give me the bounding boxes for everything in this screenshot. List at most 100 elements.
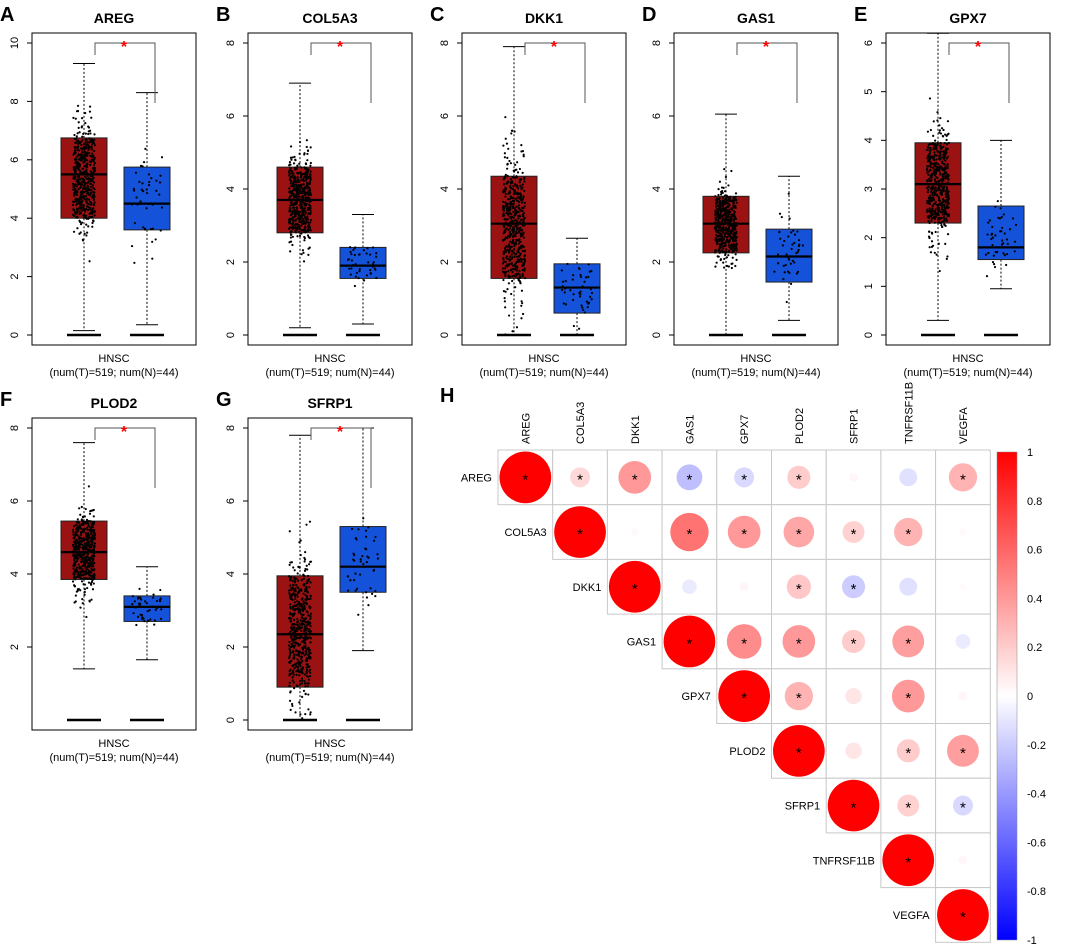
data-point — [361, 554, 364, 558]
data-point — [303, 556, 306, 560]
data-point — [517, 260, 520, 263]
data-point — [504, 230, 507, 234]
y-tick-label: 6 — [439, 113, 451, 119]
data-point — [85, 146, 88, 149]
data-point — [88, 198, 91, 201]
data-point — [142, 161, 146, 164]
data-point — [290, 576, 293, 579]
data-point — [933, 142, 936, 145]
data-point — [716, 201, 719, 204]
data-point — [299, 619, 302, 622]
data-point — [788, 271, 791, 274]
data-point — [296, 665, 300, 669]
data-point — [942, 215, 945, 219]
data-point — [935, 203, 938, 206]
data-point — [508, 248, 511, 251]
data-point — [302, 577, 305, 580]
data-point — [89, 215, 92, 218]
data-point — [289, 182, 292, 185]
data-point — [304, 567, 307, 571]
y-tick-label: 0 — [9, 332, 21, 338]
data-point — [722, 247, 725, 250]
data-point — [154, 608, 157, 611]
data-point — [729, 216, 732, 219]
data-point — [504, 333, 507, 336]
data-point — [520, 317, 523, 320]
data-point — [714, 218, 717, 222]
data-point — [77, 126, 80, 129]
data-point — [145, 602, 149, 605]
data-point — [517, 214, 520, 218]
data-point — [77, 557, 80, 560]
data-point — [84, 187, 87, 190]
data-point — [517, 251, 520, 254]
data-point — [292, 673, 295, 676]
data-point — [375, 255, 378, 258]
data-point — [523, 180, 526, 183]
data-point — [75, 135, 78, 138]
data-point — [75, 193, 79, 197]
data-point — [503, 247, 507, 250]
data-point — [933, 151, 936, 154]
data-point — [513, 244, 516, 248]
data-point — [303, 682, 307, 685]
data-point — [353, 554, 356, 557]
data-point — [359, 560, 362, 563]
data-point — [83, 552, 86, 556]
data-point — [158, 600, 162, 603]
data-point — [77, 142, 80, 145]
data-point — [727, 254, 730, 257]
data-point — [82, 161, 85, 164]
data-point — [929, 194, 932, 197]
data-point — [91, 194, 95, 197]
data-point — [944, 151, 947, 154]
data-point — [86, 177, 89, 181]
row-label-vegfa: VEGFA — [893, 910, 930, 922]
data-point — [717, 193, 720, 197]
data-point — [86, 543, 89, 547]
panel-letter: F — [0, 389, 12, 411]
data-point — [144, 228, 147, 231]
data-point — [309, 178, 312, 181]
data-point — [301, 205, 304, 209]
data-point — [288, 171, 291, 174]
data-point — [940, 211, 943, 214]
data-point — [298, 191, 301, 194]
row-label-areg: AREG — [461, 472, 492, 484]
data-point — [732, 206, 735, 209]
data-point — [519, 198, 522, 202]
data-point — [945, 192, 948, 195]
data-point — [721, 218, 724, 222]
data-point — [929, 174, 933, 177]
data-point — [934, 230, 937, 234]
data-point — [133, 600, 136, 603]
data-point — [517, 217, 520, 220]
data-point — [294, 635, 297, 638]
tumor-points — [925, 97, 951, 273]
data-point — [309, 188, 312, 191]
data-point — [304, 642, 307, 645]
data-point — [730, 207, 733, 210]
data-point — [90, 138, 94, 141]
data-point — [520, 150, 523, 153]
data-point — [91, 579, 94, 582]
data-point — [153, 619, 157, 622]
data-point — [155, 179, 158, 182]
y-tick-label: 4 — [863, 137, 875, 143]
data-point — [299, 713, 302, 716]
y-tick-label: 8 — [651, 40, 663, 46]
data-point — [75, 560, 78, 563]
data-point — [715, 240, 719, 243]
data-point — [300, 232, 303, 235]
data-point — [91, 588, 95, 591]
data-point — [290, 627, 293, 630]
row-label-tnfrsf11b: TNFRSF11B — [813, 855, 875, 867]
data-point — [735, 242, 738, 245]
data-point — [90, 529, 93, 532]
data-point — [308, 628, 311, 631]
data-point — [71, 543, 75, 546]
data-point — [927, 220, 930, 223]
data-point — [81, 573, 85, 576]
data-point — [81, 139, 84, 142]
data-point — [939, 191, 942, 194]
